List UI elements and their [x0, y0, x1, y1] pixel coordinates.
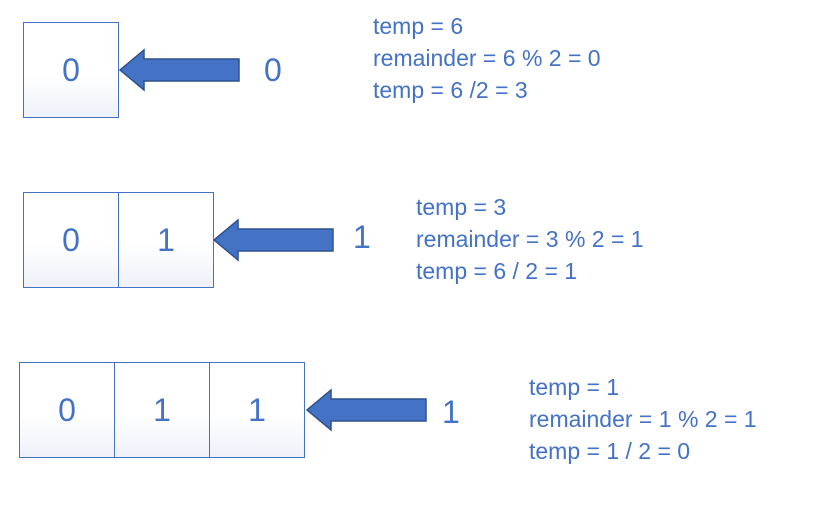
left-arrow-icon: [212, 218, 336, 262]
temp-line: temp = 1: [529, 374, 620, 400]
array-cell: 1: [118, 192, 214, 288]
step-3: 0 1 1 1 temp = 1 remainder = 1 % 2 = 1 t…: [0, 0, 814, 464]
remainder-line: remainder = 6 % 2 = 0: [373, 45, 601, 71]
step-notes: temp = 6 remainder = 6 % 2 = 0 temp = 6 …: [373, 10, 601, 106]
remainder-line: remainder = 1 % 2 = 1: [529, 406, 757, 432]
step-notes: temp = 1 remainder = 1 % 2 = 1 temp = 1 …: [529, 371, 757, 467]
array-cell: 0: [23, 192, 119, 288]
left-arrow-icon: [305, 388, 429, 432]
input-digit: 1: [353, 219, 371, 255]
digit-array: 0 1 1: [19, 362, 305, 458]
left-arrow-icon: [118, 48, 242, 92]
temp-line: temp = 6: [373, 13, 464, 39]
array-cell: 0: [23, 22, 119, 118]
input-digit: 0: [264, 52, 282, 88]
array-cell: 1: [209, 362, 305, 458]
step-1: 0 0 temp = 6 remainder = 6 % 2 = 0 temp …: [0, 0, 814, 170]
remainder-line: remainder = 3 % 2 = 1: [416, 226, 644, 252]
division-line: temp = 6 / 2 = 1: [416, 258, 578, 284]
input-digit: 1: [442, 394, 460, 430]
digit-array: 0: [23, 22, 119, 118]
array-cell: 1: [114, 362, 210, 458]
division-line: temp = 6 /2 = 3: [373, 77, 528, 103]
temp-line: temp = 3: [416, 194, 507, 220]
step-notes: temp = 3 remainder = 3 % 2 = 1 temp = 6 …: [416, 191, 644, 287]
array-cell: 0: [19, 362, 115, 458]
division-line: temp = 1 / 2 = 0: [529, 438, 691, 464]
step-2: 0 1 1 temp = 3 remainder = 3 % 2 = 1 tem…: [0, 0, 814, 288]
digit-array: 0 1: [23, 192, 214, 288]
